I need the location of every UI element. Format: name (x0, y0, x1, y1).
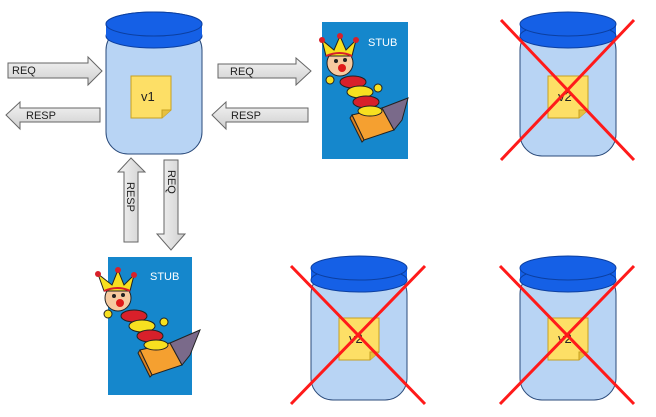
service-v1-jar: v1 (105, 11, 203, 155)
stub-bottom: STUB (95, 257, 201, 395)
version-label: v1 (141, 89, 155, 104)
resp-from-right-stub-arrow: RESP (211, 100, 309, 131)
stub-bottom-label: STUB (150, 271, 179, 283)
resp-from-bottom-stub-label: RESP (124, 182, 136, 212)
removed-service-bottom-right: v2 (498, 255, 636, 406)
removed-service-bottom-middle: v2 (289, 255, 427, 406)
jack-in-the-box-icon (319, 33, 409, 143)
version-note: v2 (547, 317, 589, 361)
req-in-arrow: REQ (7, 55, 103, 87)
cross-icon (289, 264, 427, 406)
cross-icon (498, 264, 636, 406)
req-to-bottom-stub-label: REQ (165, 170, 177, 194)
stub-right-label: STUB (368, 37, 397, 49)
version-note: v2 (547, 75, 589, 119)
cross-icon (499, 18, 636, 162)
req-to-right-stub-arrow: REQ (217, 56, 312, 87)
version-note: v2 (338, 317, 380, 361)
resp-out-label: RESP (26, 110, 56, 122)
req-in-label: REQ (12, 65, 36, 77)
removed-service-top-right: v2 (499, 11, 636, 162)
req-to-right-stub-label: REQ (230, 66, 254, 78)
jack-in-the-box-icon (95, 267, 201, 378)
stub-right: STUB (319, 22, 409, 159)
version-note: v1 (130, 75, 172, 119)
resp-from-bottom-stub-arrow: RESP (116, 157, 147, 243)
req-to-bottom-stub-arrow: REQ (155, 159, 187, 251)
resp-from-right-stub-label: RESP (231, 110, 261, 122)
resp-out-arrow: RESP (5, 100, 101, 131)
